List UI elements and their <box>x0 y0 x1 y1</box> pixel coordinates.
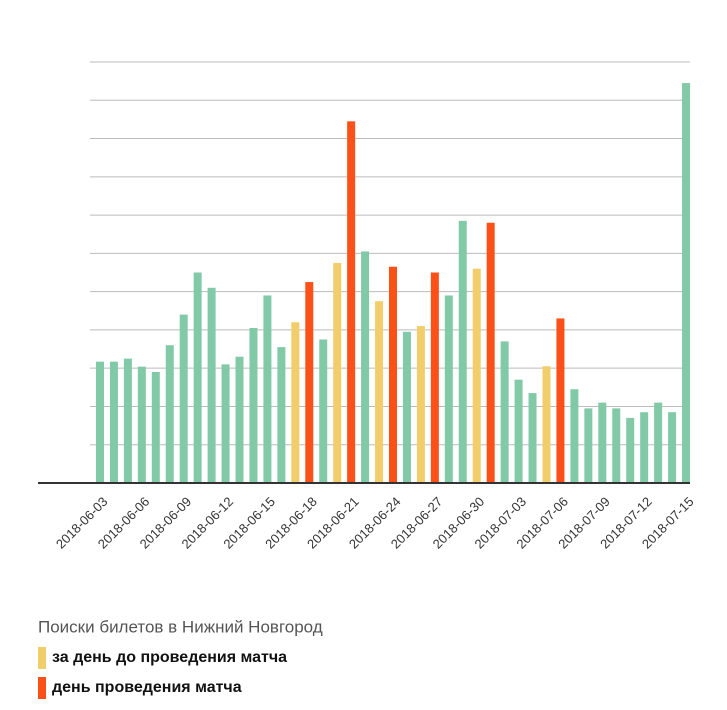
bar <box>319 339 328 483</box>
bar <box>95 361 104 483</box>
bar <box>291 322 300 483</box>
legend-swatch <box>38 677 46 699</box>
bar <box>598 402 607 483</box>
bar <box>528 393 537 483</box>
bar <box>347 121 356 483</box>
bar <box>514 379 523 483</box>
bar <box>235 356 244 483</box>
bar <box>109 361 118 483</box>
bar <box>570 389 579 483</box>
bar <box>654 402 663 483</box>
bar <box>402 331 411 483</box>
bar <box>249 327 258 483</box>
bar <box>263 295 272 483</box>
bar <box>458 220 467 483</box>
bar <box>486 222 495 483</box>
bar <box>640 412 649 483</box>
bar <box>333 262 342 483</box>
bar <box>500 341 509 483</box>
legend-swatch <box>38 647 46 669</box>
bar <box>305 282 314 483</box>
bar <box>584 408 593 483</box>
bar <box>430 272 439 483</box>
bar <box>542 366 551 483</box>
bar <box>137 366 146 483</box>
bar <box>151 372 160 483</box>
bar <box>389 266 397 483</box>
bar <box>612 408 621 483</box>
bar <box>444 295 453 483</box>
bar <box>556 318 565 483</box>
legend-label: день проведения матча <box>52 679 242 696</box>
bar <box>668 412 677 483</box>
bar <box>221 364 230 483</box>
legend-title: Поиски билетов в Нижний Новгород <box>38 617 323 636</box>
bar <box>193 272 202 483</box>
bar <box>472 268 481 483</box>
bar <box>375 301 384 483</box>
bar <box>416 326 425 483</box>
bar <box>165 345 174 483</box>
bar <box>179 314 188 483</box>
bar <box>123 358 132 483</box>
bar <box>361 251 370 483</box>
bar <box>277 347 286 483</box>
bar <box>207 287 216 483</box>
bar <box>626 417 635 483</box>
legend-label: за день до проведения матча <box>52 649 287 666</box>
bar <box>682 83 691 484</box>
